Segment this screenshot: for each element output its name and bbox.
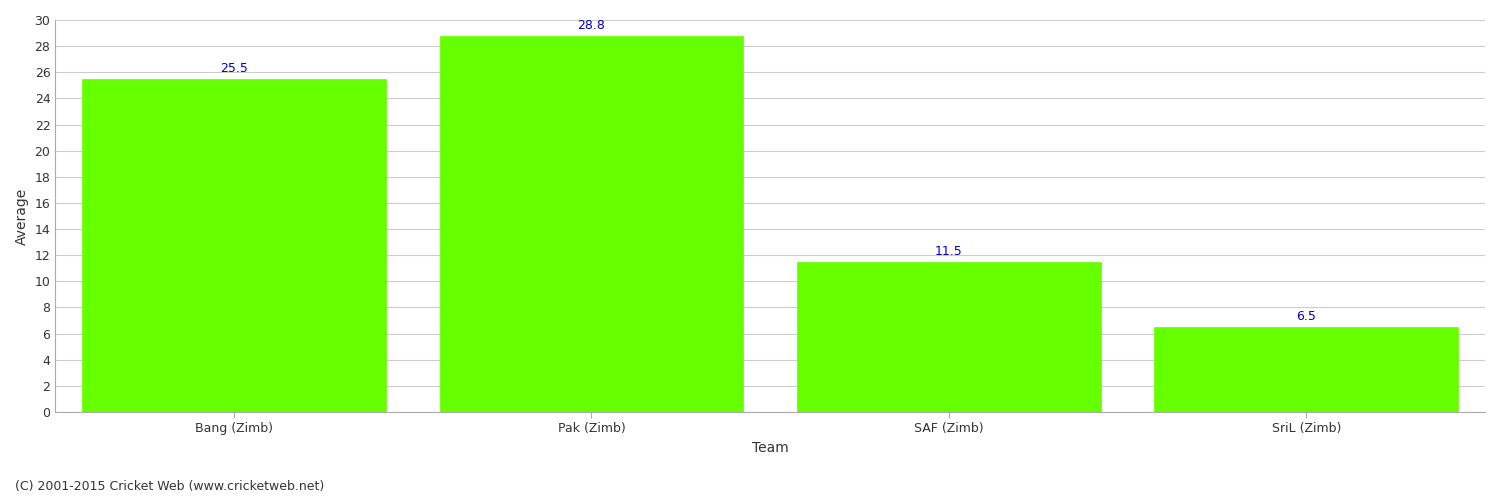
Text: (C) 2001-2015 Cricket Web (www.cricketweb.net): (C) 2001-2015 Cricket Web (www.cricketwe… xyxy=(15,480,324,493)
Bar xyxy=(82,79,386,412)
Y-axis label: Average: Average xyxy=(15,188,28,244)
Text: 11.5: 11.5 xyxy=(934,245,963,258)
Bar xyxy=(1155,327,1458,412)
X-axis label: Team: Team xyxy=(752,441,789,455)
Text: 28.8: 28.8 xyxy=(578,19,606,32)
Bar xyxy=(796,262,1101,412)
Bar xyxy=(440,36,744,412)
Text: 25.5: 25.5 xyxy=(220,62,248,75)
Text: 6.5: 6.5 xyxy=(1296,310,1316,323)
